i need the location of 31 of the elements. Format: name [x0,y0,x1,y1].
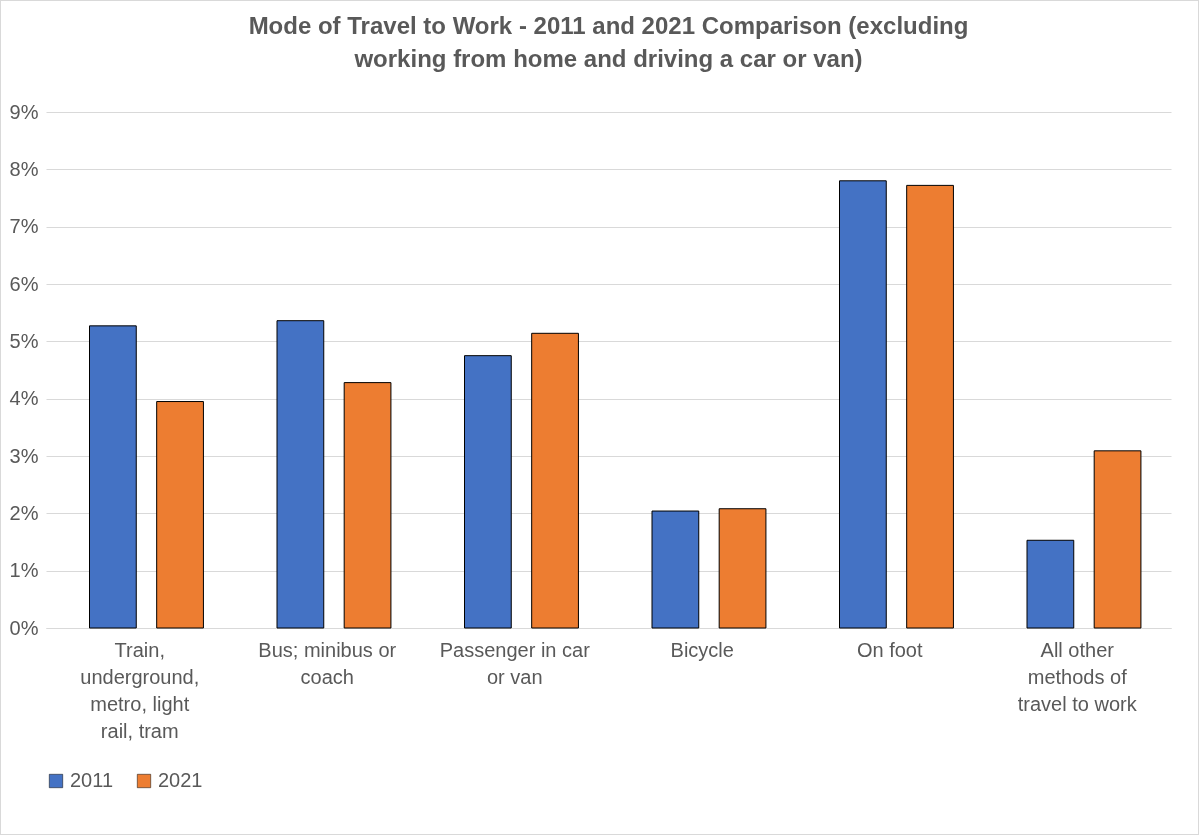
x-tick-label: Passenger in car or van [439,638,591,688]
y-tick-label: 3% [9,444,39,467]
bar [718,508,767,629]
bar [906,184,954,629]
y-tick-label: 2% [9,501,39,524]
bar [156,401,204,629]
bar [839,180,887,629]
bar [531,332,579,629]
legend-label: 2011 [70,769,114,791]
x-tick-label: On foot [856,638,923,661]
y-tick-label: 6% [9,272,39,295]
x-tick-label: Train, underground, metro, light rail, tram [80,638,200,742]
bar [89,325,137,629]
y-tick-label: 7% [9,215,39,238]
y-tick-label: 0% [9,616,39,639]
x-tick-label: Bus; minibus or coach [258,638,397,688]
x-tick-label: Bicycle [670,638,734,661]
y-tick-label: 1% [9,559,39,582]
bar [276,320,325,629]
bar [1093,450,1142,629]
y-tick-label: 4% [9,387,39,410]
y-tick-label: 9% [9,100,39,123]
bar [343,382,392,629]
y-tick-label: 8% [9,157,39,180]
bar [464,355,512,629]
bar [1026,539,1075,629]
y-tick-label: 5% [9,329,39,352]
legend-label: 2021 [158,769,203,791]
chart-title: Mode of Travel to Work - 2011 and 2021 Comparison (excluding working from home and driving a car or van) [248,12,969,72]
bar [651,510,700,629]
x-tick-label: All other methods of travel to work [1017,638,1138,715]
